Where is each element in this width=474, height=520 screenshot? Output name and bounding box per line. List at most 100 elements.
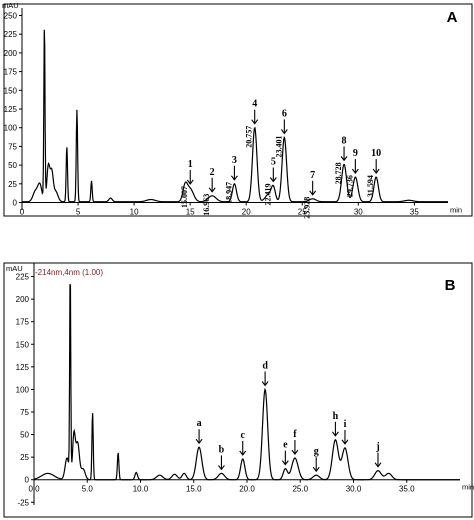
peak-retention-time: 18.947 — [224, 182, 233, 204]
peak-letter: h — [333, 411, 339, 422]
panel-frame — [3, 3, 473, 217]
x-tick-label: 20 — [242, 208, 251, 217]
x-tick-label: 10 — [130, 208, 139, 217]
peak-arrowhead — [374, 462, 382, 468]
panel-label: A — [447, 9, 458, 26]
x-tick-label: 5 — [76, 208, 81, 217]
peak-arrowhead — [218, 465, 225, 471]
x-tick-label: 25.0 — [292, 485, 308, 494]
panel-label: B — [445, 277, 456, 294]
peak-annotation-f: f — [291, 429, 299, 455]
peak-retention-time: 29.736 — [345, 175, 354, 197]
x-tick-label: 35.0 — [399, 485, 415, 494]
peak-retention-time: 22.419 — [263, 183, 272, 205]
x-tick-label: 0.0 — [28, 485, 40, 494]
x-axis-label: min — [450, 206, 462, 215]
peak-letter: i — [344, 419, 347, 430]
x-tick-label: 15 — [186, 208, 195, 217]
x-tick-label: 15.0 — [186, 485, 202, 494]
peak-number: 6 — [282, 108, 287, 119]
channel-label: -214nm,4nm (1.00) — [35, 268, 103, 277]
peak-letter: d — [262, 360, 268, 371]
peak-retention-time: 16.963 — [202, 194, 211, 216]
peak-letter: a — [197, 418, 202, 429]
peak-arrowhead — [281, 460, 289, 466]
peak-annotation-a: a — [195, 418, 203, 445]
peak-number: 1 — [188, 159, 193, 170]
y-tick-label: 200 — [16, 295, 30, 304]
peak-letter: g — [314, 446, 319, 457]
peak-arrowhead — [251, 119, 259, 125]
peak-annotation-6: 23.401 6 — [274, 108, 288, 157]
peak-annotation-j: j — [374, 442, 382, 468]
peak-arrowhead — [351, 168, 359, 175]
y-tick-label: -25 — [17, 498, 29, 507]
peak-arrowhead — [239, 450, 247, 456]
x-tick-label: 20.0 — [239, 485, 255, 494]
peak-annotation-g: g — [312, 446, 320, 473]
y-tick-label: 150 — [16, 340, 30, 349]
peak-arrowhead — [261, 381, 269, 387]
peak-annotation-h: h — [331, 411, 339, 437]
peak-retention-time: 28.728 — [334, 162, 343, 184]
peak-arrowhead — [280, 129, 288, 135]
peak-arrowhead — [208, 187, 216, 193]
peak-annotation-7: 25.928 7 — [303, 170, 317, 219]
peak-number: 8 — [342, 135, 347, 146]
panel-frame — [3, 262, 473, 518]
y-tick-label: 75 — [8, 142, 17, 151]
peak-arrowhead — [312, 466, 320, 473]
chromatogram-trace — [33, 283, 460, 481]
peak-annotation-b: b — [218, 444, 225, 471]
x-tick-label: 35 — [410, 208, 419, 217]
y-tick-label: 125 — [16, 363, 30, 372]
x-tick-label: 5.0 — [82, 485, 94, 494]
peak-arrowhead — [372, 168, 380, 175]
y-tick-label: 225 — [4, 30, 18, 39]
peak-retention-time: 23.401 — [274, 135, 283, 157]
peak-number: 7 — [310, 170, 315, 181]
peak-arrowhead — [269, 177, 277, 183]
peak-number: 3 — [232, 155, 237, 166]
x-axis-label: min — [462, 483, 474, 492]
peak-arrowhead — [186, 179, 194, 185]
peak-retention-time: 15.007 — [180, 186, 189, 208]
y-tick-label: 175 — [4, 68, 18, 77]
peak-retention-time: 20.757 — [245, 126, 254, 148]
y-tick-label: 100 — [4, 124, 18, 133]
y-tick-label: 0 — [25, 476, 30, 485]
peak-annotation-8: 28.728 8 — [334, 135, 348, 184]
y-tick-label: 200 — [4, 49, 18, 58]
x-tick-label: 30.0 — [346, 485, 362, 494]
peak-letter: b — [219, 444, 225, 455]
y-tick-label: 175 — [16, 318, 30, 327]
peak-annotation-5: 22.419 5 — [263, 156, 277, 205]
x-tick-label: 10.0 — [133, 485, 149, 494]
peak-arrowhead — [230, 175, 238, 181]
x-tick-label: 0 — [20, 208, 25, 217]
y-tick-label: 75 — [20, 408, 29, 417]
peak-arrowhead — [195, 438, 203, 445]
peak-number: 10 — [371, 148, 381, 159]
peak-arrowhead — [309, 190, 317, 196]
x-tick-label: 25 — [298, 208, 307, 217]
peak-annotation-3: 18.947 3 — [224, 155, 238, 204]
y-axis-label: mAU — [2, 1, 19, 10]
chromatogram-trace — [22, 29, 448, 203]
y-tick-label: 250 — [4, 11, 18, 20]
peak-retention-time: 31.594 — [366, 175, 375, 197]
y-tick-label: 25 — [20, 453, 29, 462]
chromatogram-panel-b: -25 0 25 50 75 100 125 150 175 200 225 0.0 5.0 10.0 15… — [3, 262, 474, 518]
peak-annotation-e: e — [281, 440, 289, 466]
peak-annotation-1: 15.007 1 — [180, 159, 194, 208]
peak-annotation-4: 20.757 4 — [245, 99, 259, 148]
peak-letter: e — [283, 440, 288, 451]
peak-annotation-d: d — [261, 360, 269, 387]
peak-letter: c — [241, 430, 246, 441]
y-axis-label: mAU — [6, 264, 23, 273]
peak-arrowhead — [341, 439, 349, 445]
peak-arrowhead — [291, 449, 299, 455]
peak-annotation-c: c — [239, 430, 247, 456]
peak-arrowhead — [331, 431, 339, 437]
